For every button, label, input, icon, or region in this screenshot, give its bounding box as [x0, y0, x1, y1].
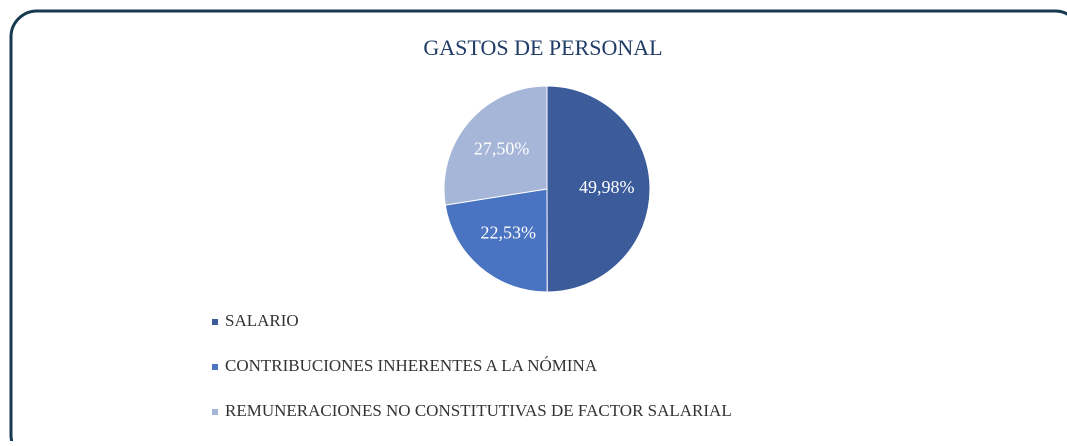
pie-slice	[546, 85, 651, 293]
legend-label: SALARIO	[225, 311, 299, 330]
legend-swatch	[212, 409, 218, 415]
pie-slice	[444, 188, 548, 293]
legend-swatch	[212, 364, 218, 370]
pie-slice	[443, 85, 548, 206]
data-label: 49,98%	[579, 177, 635, 197]
legend-label: CONTRIBUCIONES INHERENTES A LA NÓMINA	[225, 356, 598, 375]
data-label: 27,50%	[474, 138, 530, 158]
legend-label: REMUNERACIONES NO CONSTITUTIVAS DE FACTO…	[225, 401, 732, 420]
data-label: 22,53%	[480, 223, 536, 243]
frame	[9, 9, 1067, 446]
legend-swatch	[212, 319, 218, 325]
chart-title: GASTOS DE PERSONAL	[423, 35, 662, 60]
